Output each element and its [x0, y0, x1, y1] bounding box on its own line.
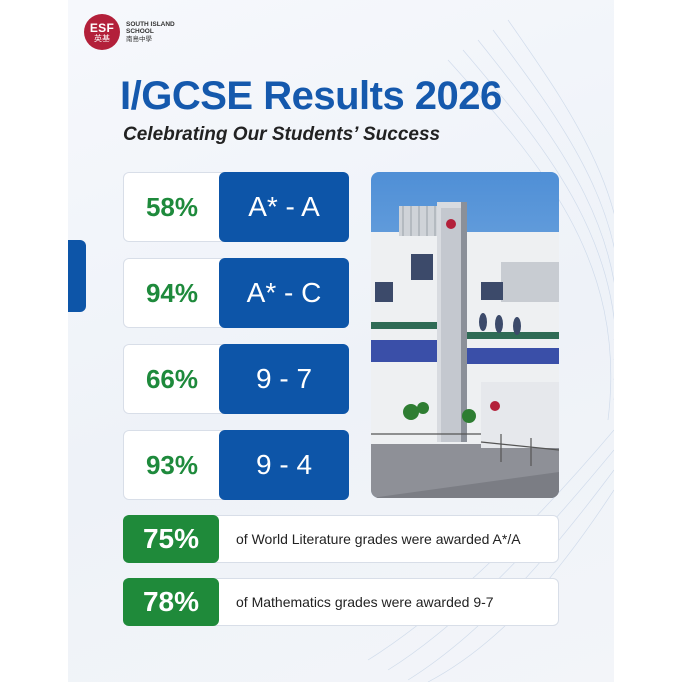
stat-percent: 93% [145, 449, 199, 480]
stat-card: 93% 9 - 4 [123, 430, 349, 500]
side-accent-tab [68, 240, 86, 312]
stat-percent: 58% [145, 191, 199, 222]
school-name-line1: SOUTH ISLAND [126, 20, 175, 28]
stat-percent: 66% [145, 363, 199, 394]
page-title: I/GCSE Results 2026 [120, 74, 502, 118]
stat-percent: 94% [145, 277, 199, 308]
page-subtitle: Celebrating Our Students’ Success [123, 124, 441, 145]
school-name-chinese: 南島中學 [126, 35, 152, 43]
highlight-percent: 75% [123, 515, 219, 563]
esf-logo-mark: ESF 英基 [84, 14, 120, 50]
stat-card: 58% A* - A [123, 172, 349, 242]
school-building-photo [371, 172, 559, 498]
stat-grade-range: 9 - 4 [219, 430, 349, 500]
highlight-description: of Mathematics grades were awarded 9-7 [236, 594, 494, 610]
highlight-card: 78% of Mathematics grades were awarded 9… [123, 578, 559, 626]
logo-mark-line2: 英基 [94, 33, 110, 43]
highlight-description: of World Literature grades were awarded … [236, 531, 521, 547]
stat-grade-range: 9 - 7 [219, 344, 349, 414]
highlight-card: 75% of World Literature grades were awar… [123, 515, 559, 563]
highlight-percent: 78% [123, 578, 219, 626]
school-logo: ESF 英基 SOUTH ISLAND SCHOOL 南島中學 [84, 14, 175, 50]
stat-grade-range: A* - A [219, 172, 349, 242]
results-poster: ESF 英基 SOUTH ISLAND SCHOOL 南島中學 I/GCSE R… [68, 0, 614, 682]
school-name: SOUTH ISLAND SCHOOL 南島中學 [126, 21, 175, 43]
stat-grade-range: A* - C [219, 258, 349, 328]
school-name-line2: SCHOOL [126, 28, 154, 36]
logo-mark-line1: ESF [89, 20, 115, 35]
stat-card: 66% 9 - 7 [123, 344, 349, 414]
stat-card: 94% A* - C [123, 258, 349, 328]
